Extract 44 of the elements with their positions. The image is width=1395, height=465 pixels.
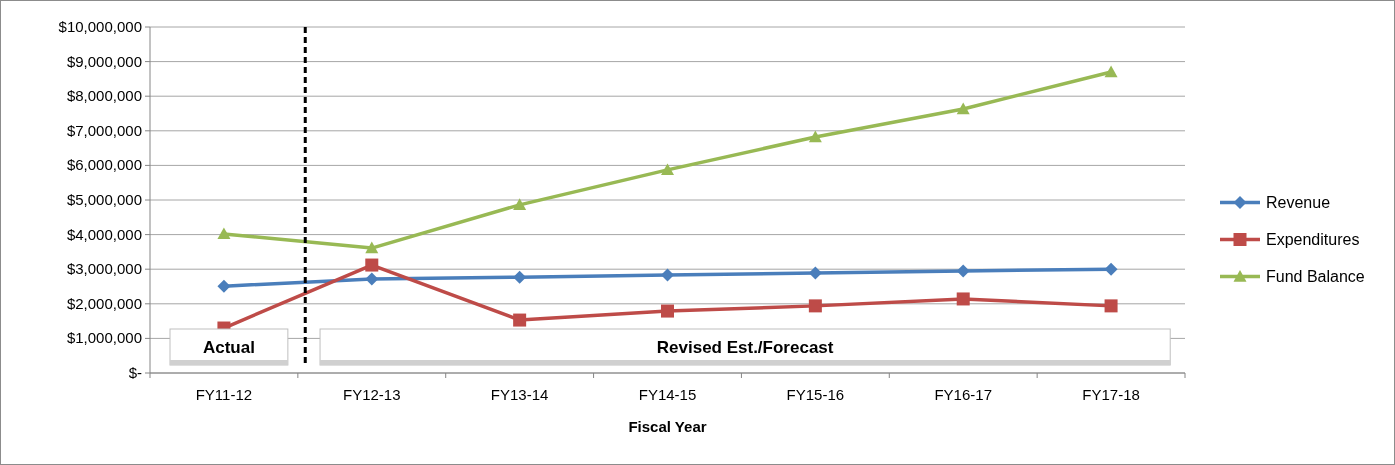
- x-tick-label: FY12-13: [343, 386, 401, 403]
- y-tick-label: $7,000,000: [66, 121, 142, 139]
- point: [365, 241, 379, 254]
- legend-label: Revenue: [1266, 193, 1331, 211]
- x-tick-label: FY11-12: [195, 386, 253, 403]
- y-tick-label: $1,000,000: [66, 329, 142, 347]
- point: [808, 266, 822, 280]
- point: [513, 270, 527, 284]
- y-tick-label: $4,000,000: [66, 225, 142, 243]
- annotation: Revised Est./Forecast: [656, 338, 834, 357]
- legend-label: Expenditures: [1266, 230, 1360, 248]
- point: [513, 198, 527, 211]
- x-tick-label: FY17-18: [1082, 386, 1140, 403]
- x-axis-title: Fiscal Year: [628, 418, 707, 435]
- x-tick-label: FY13-14: [490, 386, 549, 403]
- point: [217, 227, 231, 240]
- x-tick-label: FY15-16: [786, 386, 845, 403]
- x-tick-label: FY14-15: [638, 386, 697, 403]
- y-tick-label: $10,000,000: [58, 18, 142, 35]
- point: [1104, 65, 1118, 78]
- point: [365, 272, 379, 286]
- point: [956, 264, 970, 278]
- point: [1104, 299, 1118, 313]
- point: [661, 304, 674, 318]
- point: [513, 313, 527, 327]
- annotation: Actual: [202, 338, 255, 357]
- point: [365, 258, 379, 272]
- point: [661, 163, 674, 176]
- point: [956, 102, 970, 115]
- legend-label: Fund Balance: [1266, 267, 1365, 285]
- y-tick-label: $2,000,000: [66, 294, 142, 312]
- y-tick-label: $8,000,000: [66, 87, 142, 105]
- point: [217, 279, 231, 293]
- x-tick-label: FY16-17: [934, 386, 992, 403]
- y-tick-label: $6,000,000: [66, 156, 142, 174]
- point: [661, 268, 674, 282]
- point: [956, 292, 970, 306]
- y-tick-label: $9,000,000: [66, 52, 142, 70]
- y-tick-label: $5,000,000: [66, 191, 142, 208]
- y-tick-label: $3,000,000: [66, 260, 142, 278]
- point: [1104, 262, 1118, 276]
- y-tick-label: $-: [128, 364, 142, 381]
- point: [808, 299, 822, 313]
- point: [808, 130, 822, 143]
